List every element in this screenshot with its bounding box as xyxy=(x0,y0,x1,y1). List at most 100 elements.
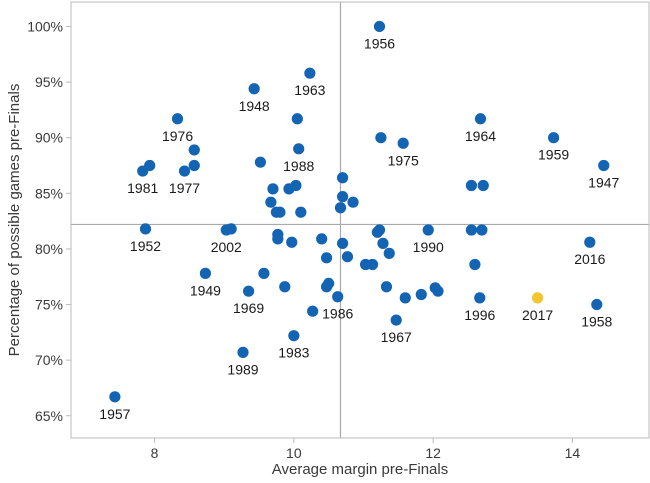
data-point xyxy=(390,314,402,326)
data-point xyxy=(267,183,279,195)
x-tick-label: 10 xyxy=(286,445,302,461)
point-label: 1947 xyxy=(588,175,619,191)
data-point xyxy=(254,156,267,168)
data-point xyxy=(295,206,307,218)
data-point xyxy=(323,277,335,289)
point-label: 2017 xyxy=(522,307,553,323)
point-label: 1988 xyxy=(283,158,314,174)
data-point xyxy=(415,288,427,301)
point-label: 1957 xyxy=(99,406,130,422)
data-point xyxy=(144,159,156,172)
highlight-data-point xyxy=(531,292,544,304)
data-point xyxy=(237,346,249,358)
y-tick-label: 65% xyxy=(35,408,63,424)
data-point xyxy=(432,285,444,297)
data-point xyxy=(290,179,302,192)
y-tick-label: 70% xyxy=(35,352,63,368)
point-label: 1996 xyxy=(464,307,495,323)
data-point xyxy=(547,132,560,144)
data-point xyxy=(288,330,300,342)
data-point xyxy=(274,206,286,218)
point-label: 1956 xyxy=(364,35,395,51)
x-tick-label: 14 xyxy=(565,445,581,461)
data-point xyxy=(279,281,291,293)
data-point xyxy=(265,196,277,208)
y-tick-label: 95% xyxy=(35,74,63,90)
point-label: 1981 xyxy=(127,180,158,196)
data-point xyxy=(307,305,319,317)
y-tick-label: 75% xyxy=(35,297,63,313)
data-point xyxy=(258,267,270,279)
x-axis-title: Average margin pre-Finals xyxy=(272,461,448,478)
point-label: 1964 xyxy=(465,128,496,144)
data-point xyxy=(598,159,610,172)
reference-lines xyxy=(71,2,649,438)
data-point xyxy=(399,292,411,304)
data-point xyxy=(316,233,328,245)
data-point xyxy=(334,202,347,214)
data-point xyxy=(383,247,395,259)
data-point xyxy=(293,143,305,155)
data-point xyxy=(474,292,486,304)
point-label: 2016 xyxy=(574,251,605,267)
data-point xyxy=(476,224,488,236)
data-point xyxy=(304,67,316,79)
y-tick-label: 90% xyxy=(35,130,63,146)
data-point xyxy=(199,267,212,279)
point-label: 1967 xyxy=(381,329,412,345)
data-point xyxy=(373,20,386,33)
y-tick-label: 100% xyxy=(27,18,63,34)
y-axis-title: Percentage of possible games pre-Finals xyxy=(6,84,23,357)
data-point xyxy=(336,172,349,184)
data-point xyxy=(347,196,359,208)
y-tick-label: 80% xyxy=(35,241,63,257)
data-point xyxy=(591,298,603,311)
data-point xyxy=(584,236,596,248)
data-point xyxy=(332,291,344,303)
point-label: 2002 xyxy=(211,239,242,255)
x-axis-ticks: 8 10 12 14 xyxy=(151,438,581,461)
point-label: 1959 xyxy=(538,147,569,163)
data-point xyxy=(248,83,260,95)
point-label: 1989 xyxy=(227,361,258,377)
data-point xyxy=(272,233,284,245)
data-point xyxy=(336,237,349,249)
data-point xyxy=(320,252,333,264)
point-label: 1976 xyxy=(162,128,193,144)
x-tick-label: 12 xyxy=(425,445,441,461)
point-label: 1969 xyxy=(233,300,264,316)
data-point xyxy=(380,281,393,293)
data-point xyxy=(366,258,379,271)
point-label: 1975 xyxy=(388,152,419,168)
x-tick-label: 8 xyxy=(151,445,159,461)
data-point xyxy=(474,113,487,125)
data-point xyxy=(171,113,184,125)
data-point xyxy=(341,251,354,263)
data-point xyxy=(188,159,200,172)
data-point xyxy=(188,144,200,156)
point-label: 1983 xyxy=(278,345,309,361)
data-point xyxy=(178,165,191,177)
point-label: 1986 xyxy=(322,306,353,322)
data-point xyxy=(422,224,434,236)
data-point xyxy=(286,236,298,248)
point-label: 1958 xyxy=(581,314,612,330)
point-label: 1952 xyxy=(130,238,161,254)
point-label: 1977 xyxy=(169,180,200,196)
data-point xyxy=(477,179,489,192)
data-point xyxy=(242,285,255,297)
data-points xyxy=(109,20,610,403)
plot-area xyxy=(70,1,650,439)
data-point xyxy=(225,223,237,235)
data-point xyxy=(397,137,409,149)
point-label: 1948 xyxy=(239,98,270,114)
data-point xyxy=(109,391,121,403)
point-label: 1990 xyxy=(413,239,444,255)
data-point xyxy=(139,223,152,235)
y-tick-label: 85% xyxy=(35,185,63,201)
point-label: 1963 xyxy=(294,82,325,98)
data-point xyxy=(469,258,481,271)
y-axis-ticks: 65% 70% 75% 80% 85% 90% 95% 100% xyxy=(27,18,71,424)
data-point xyxy=(291,113,303,125)
